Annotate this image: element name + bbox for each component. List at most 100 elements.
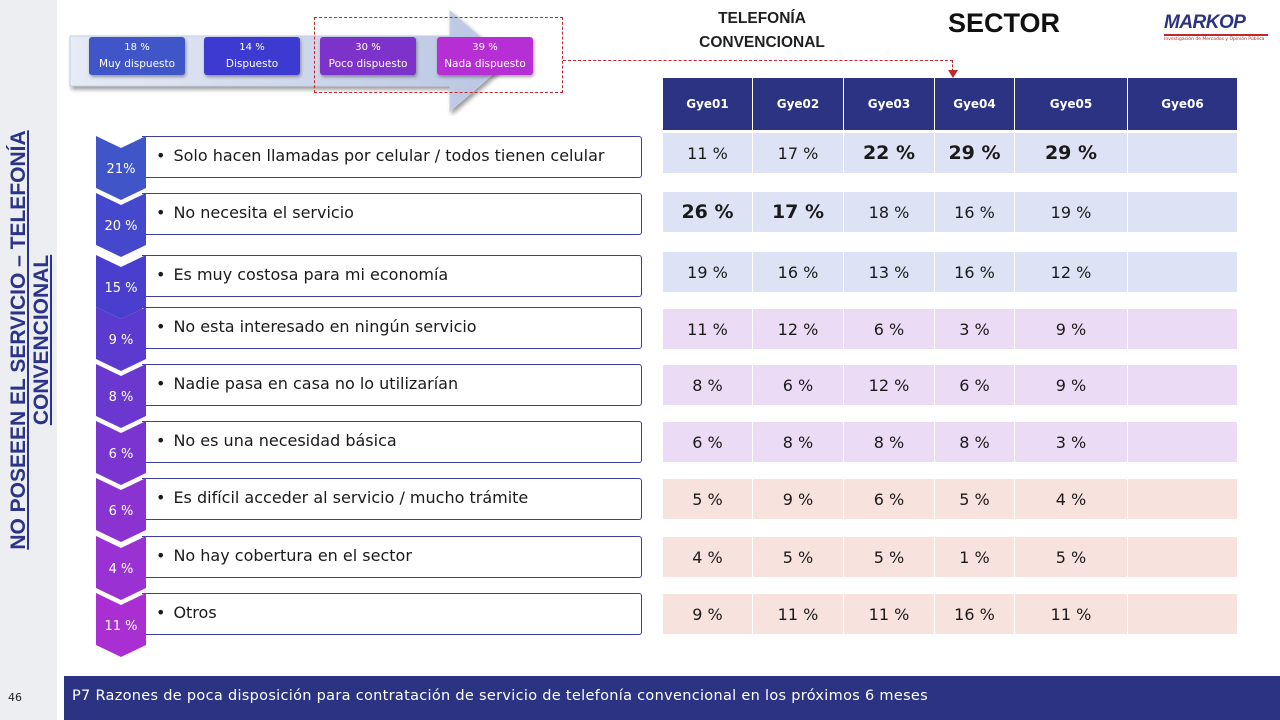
reason-bar: No necesita el servicio [142,193,642,235]
reason-chevron [96,593,146,657]
reason-text: Solo hacen llamadas por celular / todos … [156,146,604,165]
legend-pill-pct: 18 % [124,42,150,53]
table-cell: 6 % [663,422,753,462]
table-cell: 4 % [663,537,753,577]
table-cell: 5 % [753,537,844,577]
logo-word: MARKOP [1164,12,1246,33]
table-cell: 11 % [844,594,935,634]
column-header: Gye03 [844,78,935,130]
table-row: 4 % 5 % 5 % 1 % 5 % [663,537,1238,577]
reason-bar: Solo hacen llamadas por celular / todos … [142,136,642,178]
sector-table-header: Gye01 Gye02 Gye03 Gye04 Gye05 Gye06 [663,78,1238,130]
reason-percent: 9 % [108,333,134,348]
reason-percent: 15 % [104,281,138,296]
table-cell: 16 % [935,594,1015,634]
highlight-dashed-box [314,17,563,93]
reason-row: Es muy costosa para mi economía 15 % [96,255,646,319]
table-cell: 3 % [1015,422,1128,462]
reason-chevron [96,136,146,200]
reason-row: No es una necesidad básica 6 % [96,421,646,485]
table-cell: 9 % [753,479,844,519]
reason-percent: 11 % [104,619,138,634]
reason-chevron [96,364,146,428]
legend-pill: 18 % Muy dispuesto [89,37,185,75]
table-cell: 11 % [663,133,753,173]
legend-pill: 14 % Dispuesto [204,37,300,75]
table-cell: 6 % [935,365,1015,405]
table-cell [1128,192,1238,232]
page-number-box [0,676,57,720]
table-cell: 16 % [935,252,1015,292]
table-cell [1128,309,1238,349]
table-row: 11 % 12 % 6 % 3 % 9 % [663,309,1238,349]
table-cell: 9 % [1015,365,1128,405]
reason-text: Es difícil acceder al servicio / mucho t… [156,488,528,507]
table-cell: 29 % [935,133,1015,173]
table-cell: 5 % [935,479,1015,519]
legend-pill-pct: 14 % [239,42,265,53]
reason-row: Nadie pasa en casa no lo utilizarían 8 % [96,364,646,428]
table-cell: 8 % [753,422,844,462]
reason-bar: Es difícil acceder al servicio / mucho t… [142,478,642,520]
table-cell: 16 % [753,252,844,292]
table-cell: 6 % [844,479,935,519]
reason-bar: No hay cobertura en el sector [142,536,642,578]
reason-chevron [96,536,146,600]
reason-row: Solo hacen llamadas por celular / todos … [96,136,646,200]
table-cell: 8 % [663,365,753,405]
table-cell [1128,537,1238,577]
reason-text: No hay cobertura en el sector [156,546,411,565]
logo-subtitle: Investigación de Mercados y Opinión Públ… [1164,37,1265,42]
table-row: 6 % 8 % 8 % 8 % 3 % [663,422,1238,462]
table-row: 8 % 6 % 12 % 6 % 9 % [663,365,1238,405]
reason-row: No esta interesado en ningún servicio 9 % [96,307,646,371]
table-cell: 8 % [935,422,1015,462]
table-cell: 19 % [663,252,753,292]
table-cell: 3 % [935,309,1015,349]
table-cell: 22 % [844,133,935,173]
reason-row: Otros 11 % [96,593,646,657]
reason-row: Es difícil acceder al servicio / mucho t… [96,478,646,542]
reason-percent: 21% [106,162,136,177]
legend-pill-label: Nada dispuesto [444,58,526,70]
question-caption: P7 Razones de poca disposición para cont… [72,688,929,704]
reason-percent: 4 % [108,562,134,577]
table-row: 26 % 17 % 18 % 16 % 19 % [663,192,1238,232]
reason-text: No esta interesado en ningún servicio [156,317,476,336]
table-cell [1128,594,1238,634]
table-cell: 26 % [663,192,753,232]
table-cell [1128,133,1238,173]
table-cell: 8 % [844,422,935,462]
reason-bar: Es muy costosa para mi economía [142,255,642,297]
table-row: 5 % 9 % 6 % 5 % 4 % [663,479,1238,519]
table-row: 9 % 11 % 11 % 16 % 11 % [663,594,1238,634]
column-header: Gye02 [753,78,844,130]
reason-percent: 8 % [108,390,134,405]
legend-pill-label: Muy dispuesto [98,58,176,70]
footer-bar: P7 Razones de poca disposición para cont… [64,676,1280,720]
table-cell: 5 % [663,479,753,519]
legend-pill-pct: 30 % [355,42,381,53]
table-row: 11 % 17 % 22 % 29 % 29 % [663,133,1238,173]
legend-pill-label: Dispuesto [225,58,279,70]
legend-pill-label: Poco dispuesto [328,58,408,70]
reason-percent: 6 % [108,504,134,519]
table-cell: 17 % [753,192,844,232]
markop-logo: MARKOP Investigación de Mercados y Opini… [1160,12,1270,46]
column-header: Gye01 [663,78,753,130]
reason-percent: 20 % [104,219,138,234]
reason-percent: 6 % [108,447,134,462]
table-row: 19 % 16 % 13 % 16 % 12 % [663,252,1238,292]
column-header: Gye05 [1015,78,1128,130]
dashed-connector [563,60,953,76]
table-cell: 12 % [844,365,935,405]
table-cell: 29 % [1015,133,1128,173]
reason-text: No necesita el servicio [156,203,354,222]
reason-chevron [96,193,146,257]
logo-underline [1164,34,1268,36]
table-cell [1128,365,1238,405]
reason-bar: No es una necesidad básica [142,421,642,463]
table-cell [1128,422,1238,462]
legend-pill-pct: 39 % [472,42,498,53]
column-header: Gye06 [1128,78,1238,130]
